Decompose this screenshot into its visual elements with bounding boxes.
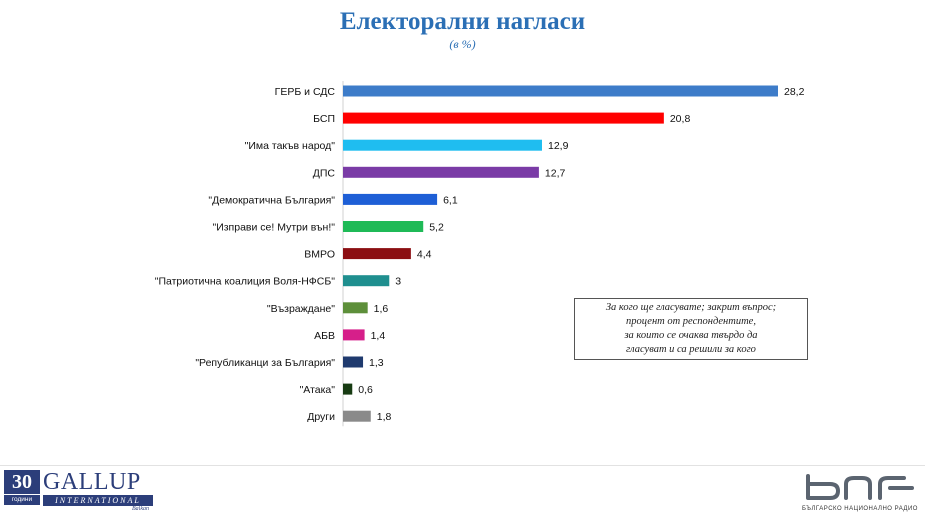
bar (343, 302, 368, 314)
chart-subtitle: (в %) (449, 37, 476, 51)
bar (343, 112, 664, 124)
bar (343, 383, 353, 395)
bar (343, 221, 424, 232)
bar (343, 166, 539, 178)
bar (343, 356, 364, 368)
category-label: "Патриотична коалиция Воля-НФСБ" (155, 276, 336, 288)
value-label: 28,2 (784, 86, 805, 98)
footer-divider (0, 465, 925, 466)
category-label: БСП (313, 113, 335, 125)
bar (343, 275, 390, 287)
chart-title: Електорални нагласи (339, 8, 586, 35)
category-label: "Има такъв народ" (245, 140, 336, 152)
value-label: 5,2 (429, 222, 444, 234)
bar (343, 193, 438, 205)
bar (343, 85, 778, 97)
value-label: 4,4 (417, 249, 432, 261)
note-line: За кого ще гласувате; закрит въпрос; (605, 302, 777, 313)
bar (343, 139, 542, 151)
category-label: "Републиканци за България" (195, 357, 335, 369)
bnr-logo-mark (806, 474, 914, 500)
bnr-caption: БЪЛГАРСКО НАЦИОНАЛНО РАДИО (802, 506, 918, 512)
value-label: 12,7 (545, 167, 566, 179)
gallup-balkan: Balkan (132, 506, 149, 512)
value-label: 1,4 (371, 330, 386, 342)
methodology-note: За кого ще гласувате; закрит въпрос; про… (574, 298, 808, 360)
category-label: АБВ (314, 330, 335, 342)
gallup-international: INTERNATIONAL (43, 495, 153, 506)
note-line: гласуват и са решили за кого (626, 344, 756, 355)
bnr-logo: БЪЛГАРСКО НАЦИОНАЛНО РАДИО (800, 470, 920, 516)
gallup-logo: 30 години GALLUP INTERNATIONAL Balkan (4, 469, 154, 516)
value-label: 0,6 (358, 384, 373, 396)
category-label: ГЕРБ и СДС (275, 86, 336, 98)
value-label: 6,1 (443, 194, 458, 206)
value-label: 1,3 (369, 357, 384, 369)
category-label: "Атака" (300, 384, 336, 396)
note-line: за които се очаква твърдо да (624, 330, 758, 341)
category-label: ВМРО (304, 249, 335, 261)
value-label: 12,9 (548, 140, 569, 152)
bar (343, 248, 411, 260)
category-label: "Възраждане" (267, 303, 335, 315)
category-label: "Демократична България" (208, 194, 335, 206)
gallup-30-badge: 30 (4, 470, 40, 494)
category-label: ДПС (313, 167, 336, 179)
value-label: 20,8 (670, 113, 691, 125)
value-label: 1,6 (374, 303, 389, 315)
value-label: 3 (395, 276, 401, 288)
bar-chart: ГЕРБ и СДС 28,2 БСП 20,8 "Има такъв народ" 12… (155, 81, 805, 427)
gallup-years-label: години (4, 495, 40, 505)
gallup-name: GALLUP (43, 469, 141, 495)
category-label: Други (307, 411, 335, 423)
note-line: процент от респондентите, (626, 316, 756, 327)
category-label: "Изправи се! Мутри вън!" (212, 222, 335, 234)
bar (343, 329, 365, 341)
value-label: 1,8 (377, 411, 392, 423)
bar (343, 410, 371, 422)
